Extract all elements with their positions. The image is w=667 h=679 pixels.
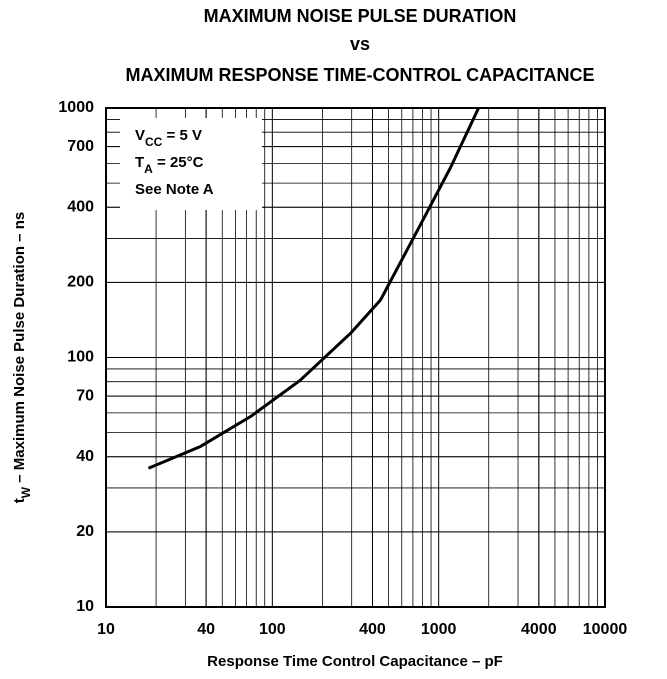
series-line: [147, 107, 480, 470]
x-tick-label: 100: [259, 621, 286, 638]
x-tick-label: 1000: [421, 621, 457, 638]
annotation-part: = 25°C: [153, 154, 204, 171]
y-axis-title-part: W: [19, 486, 33, 498]
y-tick-label: 100: [67, 349, 94, 366]
annotation-part: V: [135, 127, 145, 144]
annotation-part: CC: [145, 135, 163, 149]
x-axis-title: Response Time Control Capacitance – pF: [207, 653, 503, 670]
chart-title: MAXIMUM NOISE PULSE DURATION: [204, 6, 517, 26]
annotation: VCC = 5 V: [135, 127, 202, 149]
x-tick-label: 40: [197, 621, 215, 638]
y-tick-label: 40: [76, 448, 94, 465]
annotation-box: [120, 118, 262, 210]
y-axis-title-part: t: [11, 498, 28, 503]
plot-frame: [105, 107, 606, 608]
y-tick-label: 1000: [58, 99, 94, 116]
x-tick-label: 10000: [583, 621, 628, 638]
x-tick-label: 4000: [521, 621, 557, 638]
y-tick-label: 10: [76, 598, 94, 615]
annotation-part: See Note A: [135, 181, 214, 198]
y-axis-title-part: – Maximum Noise Pulse Duration – ns: [11, 212, 28, 487]
y-tick-label: 20: [76, 523, 94, 540]
annotation: See Note A: [135, 181, 214, 198]
annotation-part: A: [144, 162, 153, 176]
annotation-part: = 5 V: [162, 127, 202, 144]
x-tick-label: 10: [97, 621, 115, 638]
x-tick-label: 400: [359, 621, 386, 638]
annotation: TA = 25°C: [135, 154, 204, 176]
y-tick-label: 70: [76, 387, 94, 404]
y-tick-label: 400: [67, 199, 94, 216]
annotation-part: T: [135, 154, 144, 171]
chart-title: MAXIMUM RESPONSE TIME-CONTROL CAPACITANC…: [125, 65, 594, 85]
y-tick-label: 200: [67, 274, 94, 291]
y-axis-title: tW – Maximum Noise Pulse Duration – ns: [11, 212, 33, 503]
y-tick-label: 700: [67, 138, 94, 155]
chart-title: vs: [350, 34, 370, 54]
